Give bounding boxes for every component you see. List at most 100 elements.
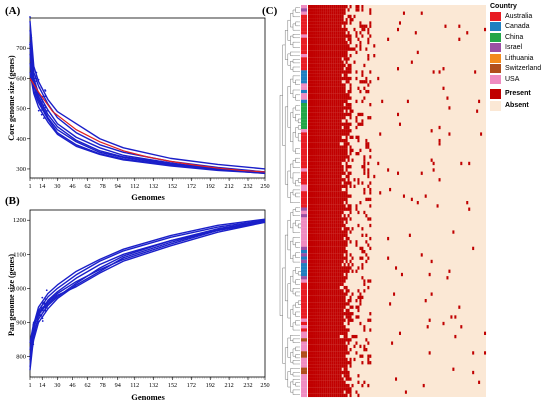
heatmap-cell: [363, 24, 366, 28]
heatmap-cell: [343, 217, 346, 221]
heatmap-cell: [369, 361, 372, 365]
heatmap-cell: [343, 357, 346, 362]
heatmap-cell: [309, 11, 313, 15]
heatmap-cell: [321, 187, 324, 192]
heatmap-cell: [325, 217, 328, 221]
pan-point: [45, 306, 48, 309]
heatmap-cell: [343, 112, 346, 117]
heatmap-cell: [308, 210, 311, 215]
heatmap-cell: [313, 21, 316, 25]
heatmap-cell: [308, 14, 311, 19]
heatmap-cell: [466, 201, 469, 205]
heatmap-cell: [321, 236, 324, 241]
country-cell: [301, 269, 307, 273]
heatmap-cell: [315, 236, 318, 241]
heatmap-cell: [335, 318, 338, 322]
heatmap-cell: [335, 168, 338, 172]
heatmap-cell: [343, 21, 346, 25]
country-cell: [301, 181, 307, 185]
heatmap-cell: [311, 73, 314, 77]
heatmap-cell: [327, 161, 330, 166]
heatmap-cell: [308, 236, 311, 241]
heatmap-cell: [359, 354, 362, 358]
heatmap-cell: [325, 233, 328, 237]
heatmap-cell: [325, 174, 328, 179]
heatmap-cell: [355, 341, 358, 345]
heatmap-cell: [369, 181, 372, 185]
heatmap-cell: [327, 54, 330, 58]
heatmap-cell: [355, 269, 358, 273]
heatmap-cell: [309, 5, 313, 9]
heatmap-cell: [335, 351, 338, 355]
legend: Country Australia Canada China Israel Lithua…: [490, 3, 548, 112]
heatmap-cell: [309, 393, 313, 398]
heatmap-cell: [361, 181, 364, 185]
heatmap-cell: [341, 70, 344, 74]
heatmap-cell: [339, 266, 342, 270]
heatmap-cell: [329, 393, 332, 398]
heatmap-cell: [308, 138, 311, 143]
heatmap-cell: [313, 315, 316, 319]
heatmap-cell: [321, 194, 324, 198]
heatmap-cell: [345, 34, 348, 38]
heatmap-cell: [327, 181, 330, 185]
heatmap-cell: [339, 269, 342, 273]
heatmap-cell: [341, 37, 344, 41]
heatmap-cell: [333, 109, 336, 113]
heatmap-cell: [319, 83, 322, 87]
heatmap-cell: [331, 263, 334, 267]
heatmap-cell: [311, 31, 314, 35]
heatmap-cell: [341, 351, 344, 355]
heatmap-cell: [319, 125, 322, 130]
heatmap-cell: [333, 80, 336, 84]
heatmap-cell: [319, 250, 322, 254]
heatmap-cell: [347, 103, 350, 107]
heatmap-cell: [331, 348, 334, 352]
heatmap-cell: [315, 266, 318, 270]
heatmap-cell: [325, 93, 328, 97]
core-series-4: [29, 54, 266, 173]
heatmap-cell: [331, 367, 334, 371]
heatmap-cell: [308, 256, 311, 260]
heatmap-cell: [329, 390, 332, 394]
heatmap-cell: [325, 305, 328, 309]
heatmap-cell: [327, 354, 330, 358]
heatmap-cell: [337, 8, 340, 12]
heatmap-cell: [347, 129, 350, 133]
heatmap-cell: [331, 138, 334, 143]
heatmap-cell: [339, 187, 342, 192]
heatmap-cell: [308, 354, 311, 358]
heatmap-cell: [343, 334, 346, 339]
heatmap-cell: [329, 76, 332, 81]
heatmap-cell: [308, 315, 311, 319]
country-cell: [301, 236, 307, 241]
heatmap-cell: [315, 272, 318, 277]
heatmap-cell: [347, 93, 350, 97]
heatmap-cell: [341, 168, 344, 172]
heatmap-cell: [331, 135, 334, 139]
heatmap-cell: [333, 89, 336, 94]
heatmap-cell: [349, 181, 352, 185]
heatmap-cell: [335, 63, 338, 68]
y-tick-label: 300: [16, 166, 26, 173]
heatmap-cell: [311, 253, 314, 257]
core-point: [43, 111, 46, 113]
heatmap-cell: [343, 230, 346, 234]
heatmap-cell: [335, 230, 338, 234]
heatmap-cell: [339, 21, 342, 25]
heatmap-cell: [331, 207, 334, 211]
heatmap-cell: [345, 276, 348, 280]
heatmap-cell: [315, 168, 318, 172]
heatmap-cell: [315, 152, 318, 156]
heatmap-cell: [308, 269, 311, 273]
heatmap-cell: [311, 178, 314, 182]
heatmap-cell: [333, 63, 336, 68]
heatmap-cell: [319, 89, 322, 94]
heatmap-cell: [325, 18, 328, 22]
country-cell: [301, 263, 307, 267]
heatmap-cell: [319, 99, 322, 104]
heatmap-cell: [319, 145, 322, 149]
x-tick-label: 112: [130, 183, 139, 190]
heatmap-cell: [365, 138, 368, 143]
heatmap-cell: [321, 80, 324, 84]
